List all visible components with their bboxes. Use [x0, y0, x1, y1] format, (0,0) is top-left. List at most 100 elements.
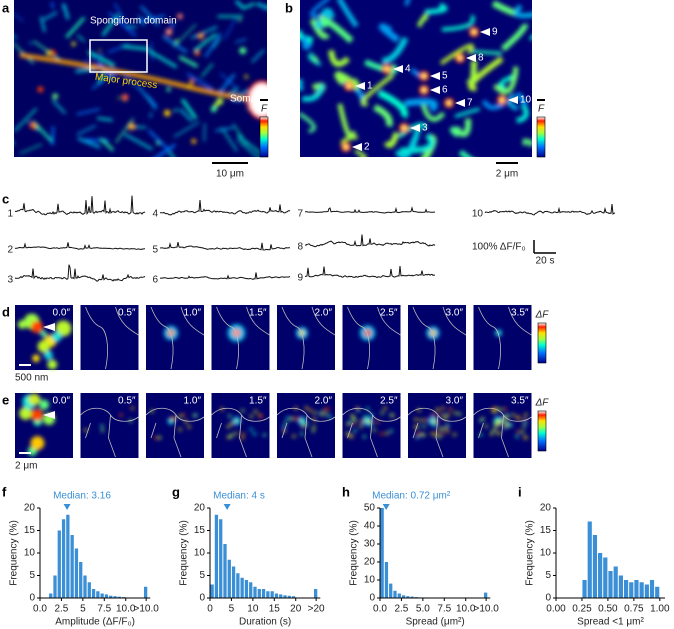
signal-core [431, 419, 435, 423]
arrowhead [430, 86, 440, 94]
signal [444, 417, 448, 421]
bar [603, 557, 608, 598]
dendrite [220, 127, 238, 152]
bar [623, 580, 629, 598]
overflow-bar [484, 592, 488, 598]
signal [241, 409, 245, 413]
process [314, 7, 335, 30]
bar [227, 559, 231, 598]
bar [109, 595, 113, 598]
trace [304, 206, 436, 214]
signal [431, 413, 435, 417]
bar [74, 548, 79, 598]
signal [348, 434, 352, 438]
y-tick-label: 5 [545, 570, 551, 581]
signal [440, 432, 444, 436]
arrowhead [43, 323, 55, 331]
signal [420, 433, 424, 437]
bar [287, 595, 291, 598]
signal [492, 429, 496, 433]
spot [37, 86, 44, 93]
process [507, 93, 519, 111]
signal [453, 433, 457, 437]
process [441, 14, 475, 32]
dendrite [223, 17, 237, 40]
y-tick-label: 20 [24, 503, 36, 514]
dendrite [212, 37, 222, 49]
spot [164, 109, 171, 117]
bar [618, 575, 623, 598]
x-tick-label: 5 [80, 604, 86, 615]
dendrite [87, 50, 116, 67]
signal [178, 428, 182, 432]
signal [100, 424, 104, 428]
process [404, 98, 438, 113]
frame-content [426, 326, 440, 340]
y-axis-label: Frequency (%) [9, 520, 20, 586]
signal [292, 416, 296, 420]
signal [178, 414, 182, 418]
signal [229, 422, 233, 426]
spot [238, 18, 242, 22]
trace [159, 200, 291, 216]
annotation: Soma [230, 94, 257, 105]
signal [301, 424, 305, 428]
signal [522, 424, 526, 428]
signal [458, 412, 462, 416]
process [516, 103, 529, 124]
signal [446, 413, 450, 417]
process [328, 49, 351, 67]
dendrite [251, 49, 265, 63]
process [400, 133, 435, 154]
signal [363, 415, 367, 419]
spot [31, 321, 43, 333]
signal [499, 408, 503, 412]
trace [14, 195, 146, 216]
colorbar-label: ΔF [535, 398, 550, 409]
dendrite [181, 98, 198, 120]
scale-label: 10 μm [216, 169, 244, 180]
signal [422, 424, 426, 428]
signal [446, 424, 450, 428]
bar [380, 508, 384, 598]
dendrite [97, 116, 113, 122]
x-tick-label: >10.0 [473, 604, 499, 615]
panel-label: c [2, 191, 9, 206]
dendrite [162, 35, 188, 54]
arrowhead [43, 411, 55, 419]
process [416, 13, 429, 28]
bar [649, 580, 655, 598]
x-tick-label: 10.0 [116, 604, 136, 615]
trace-label: 4 [152, 209, 158, 220]
bar [266, 591, 270, 598]
bar [66, 514, 70, 598]
structure [39, 399, 50, 410]
frame-content [359, 325, 376, 341]
signal [444, 426, 448, 430]
outline [412, 306, 467, 370]
median-marker [63, 504, 71, 510]
time-label: 1.5″ [249, 308, 267, 319]
spot [29, 122, 37, 129]
spot [46, 50, 52, 56]
cell-label: 10 [520, 95, 532, 106]
frame-content [346, 406, 395, 439]
bar [613, 566, 618, 598]
outline [85, 306, 139, 370]
y-tick-label: 20 [194, 503, 206, 514]
dendrite [242, 2, 255, 10]
bar [240, 577, 244, 598]
bar [261, 589, 266, 598]
panel-label: d [2, 304, 10, 319]
dendrite [91, 71, 117, 90]
time-label: 1.0″ [184, 396, 202, 407]
x-axis-label: Spread <1 μm² [577, 617, 644, 628]
signal [292, 434, 296, 438]
signal [448, 407, 452, 411]
x-tick-label: 2.5 [54, 604, 68, 615]
hotspot-core [421, 73, 427, 79]
process [522, 138, 532, 147]
signal [324, 412, 328, 416]
image-structure [300, 0, 532, 157]
